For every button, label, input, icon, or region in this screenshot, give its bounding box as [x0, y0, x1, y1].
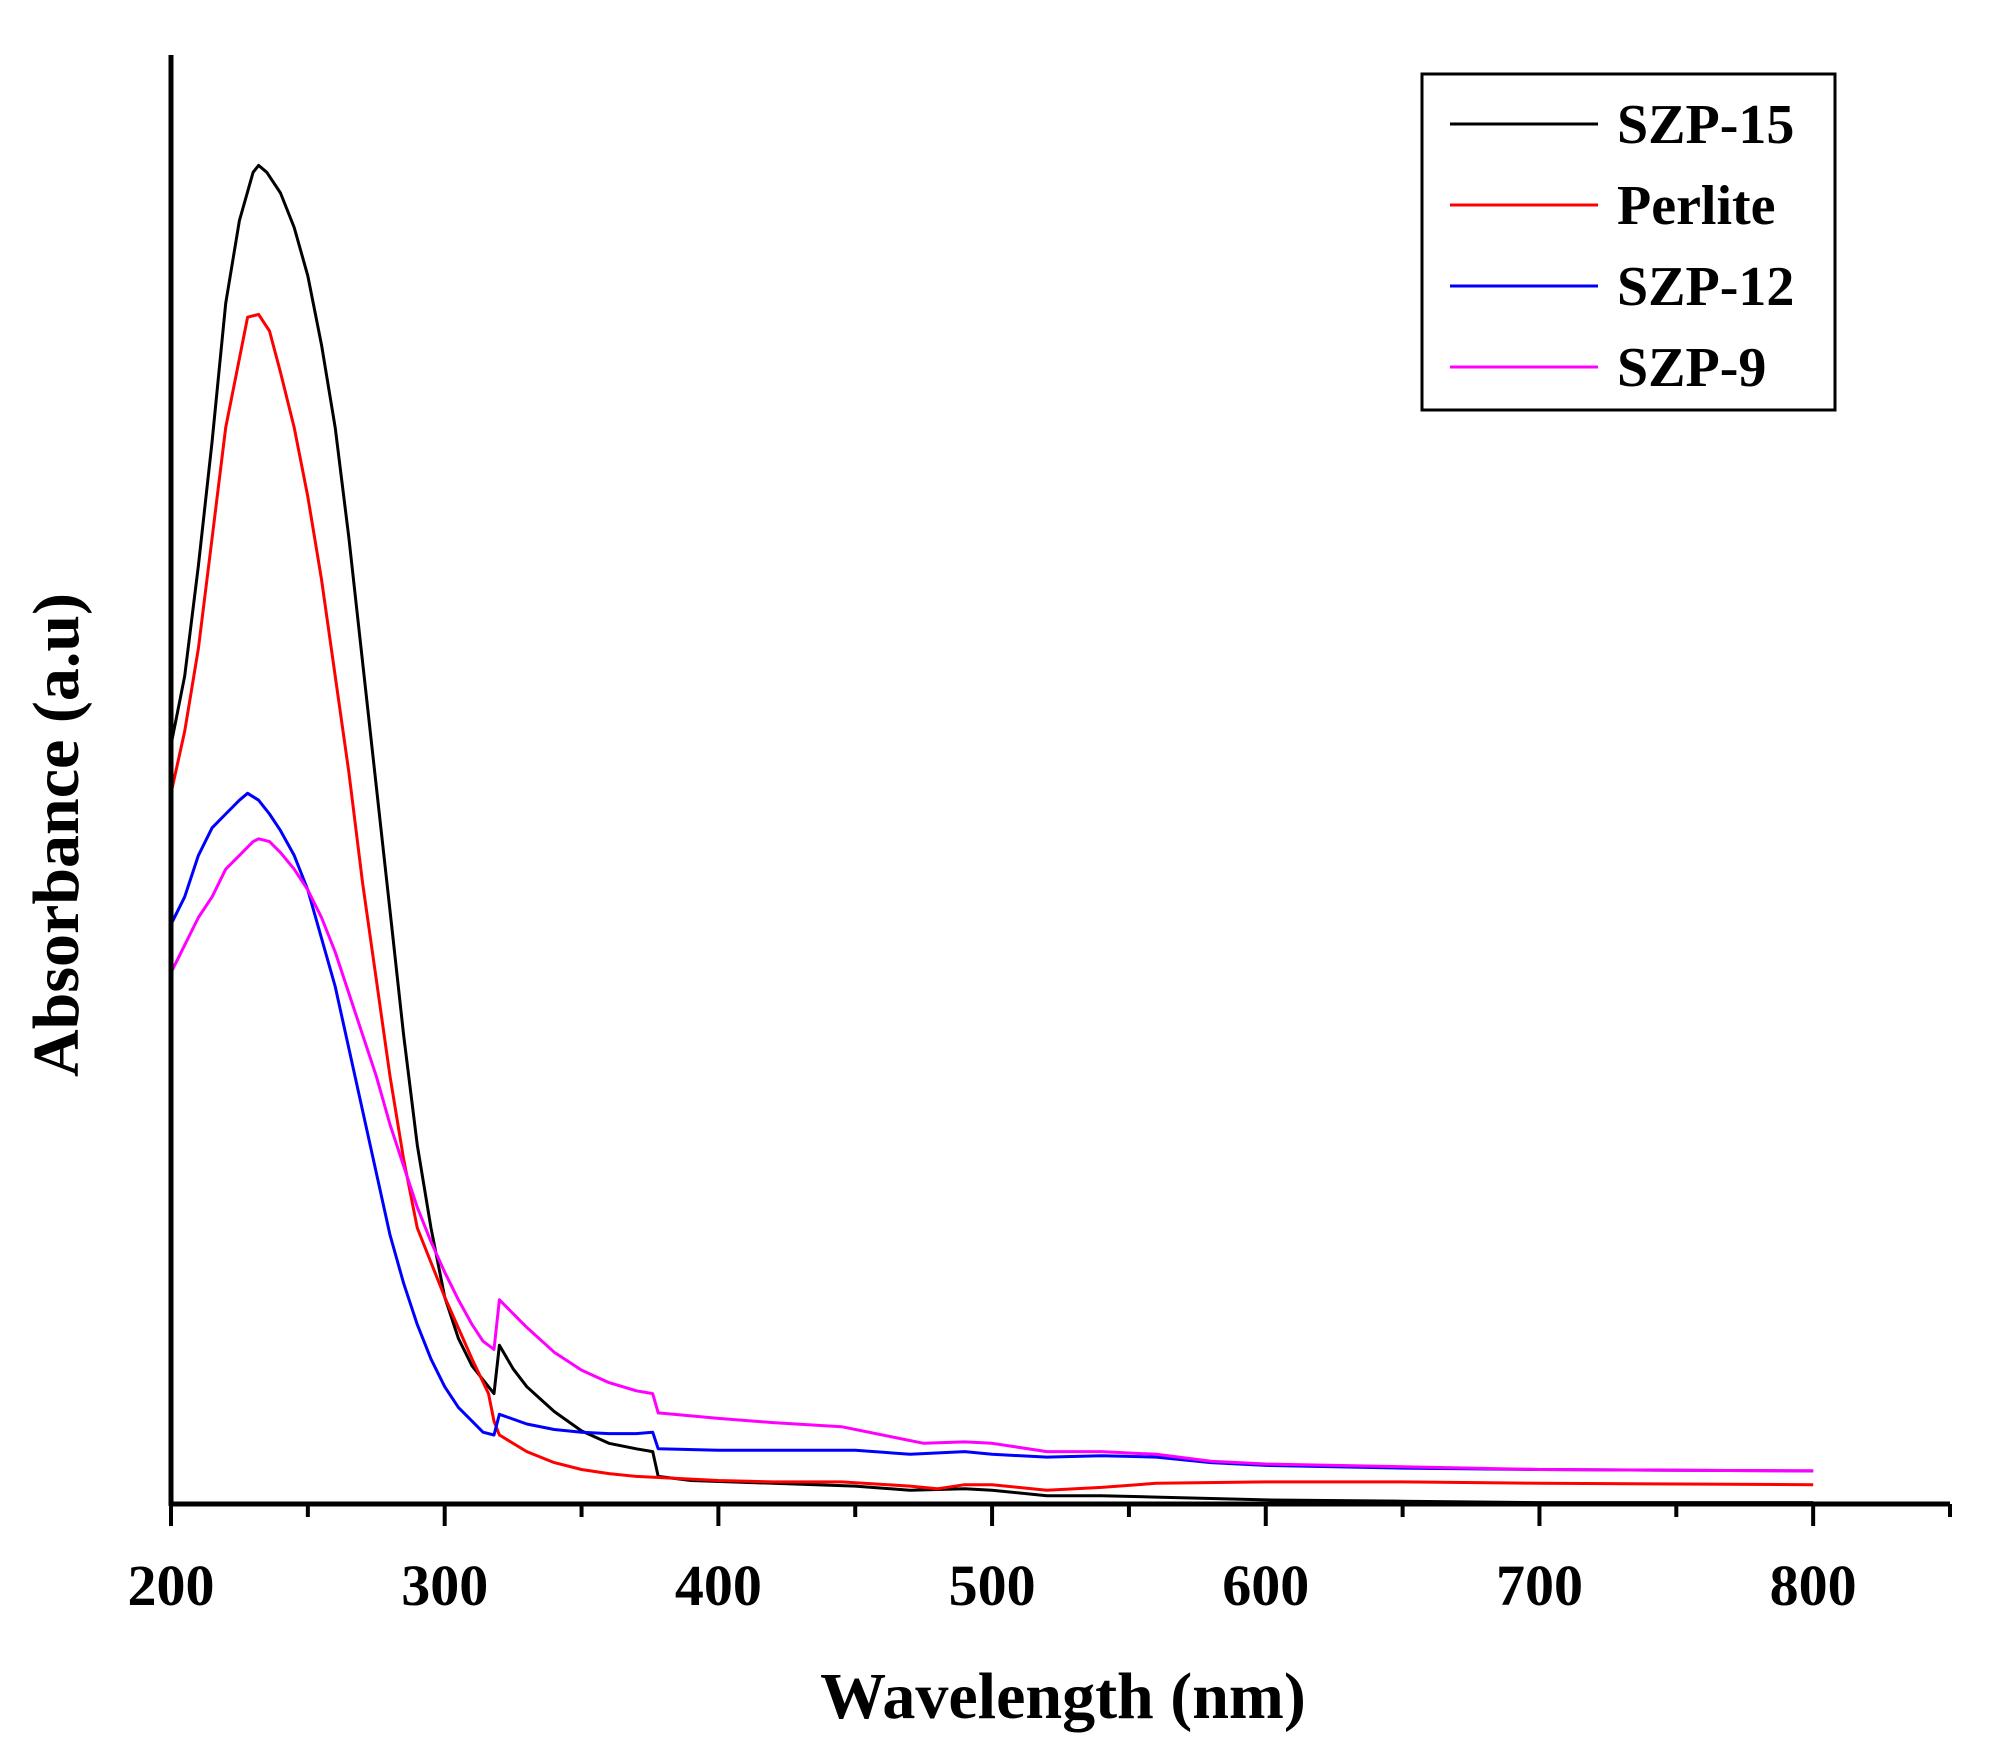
- legend-label-szp-12: SZP-12: [1617, 256, 1794, 318]
- x-tick-label-200: 200: [128, 1553, 215, 1618]
- x-ticks-group: 200 300 400 500 600 700 800: [128, 1504, 1952, 1618]
- x-tick-label-500: 500: [949, 1553, 1036, 1618]
- x-tick-label-700: 700: [1496, 1553, 1583, 1618]
- legend-label-szp-9: SZP-9: [1617, 337, 1766, 399]
- legend-box: [1420, 72, 1837, 412]
- plot-series-group: [169, 163, 1814, 1505]
- x-tick-label-400: 400: [675, 1553, 762, 1618]
- x-axis-title: Wavelength (nm): [820, 1660, 1306, 1733]
- legend: SZP-15 Perlite SZP-12 SZP-9: [1420, 72, 1837, 412]
- series-line-szp-12: [169, 791, 1814, 1473]
- x-tick-label-300: 300: [401, 1553, 488, 1618]
- x-tick-label-600: 600: [1222, 1553, 1309, 1618]
- series-line-szp-9: [169, 837, 1814, 1473]
- legend-label-perlite: Perlite: [1617, 175, 1776, 237]
- series-line-perlite: [169, 312, 1814, 1492]
- x-tick-label-800: 800: [1770, 1553, 1857, 1618]
- axes-group: [168, 55, 1950, 1507]
- y-axis-title: Absorbance (a.u): [20, 593, 93, 1077]
- legend-label-szp-15: SZP-15: [1617, 94, 1794, 156]
